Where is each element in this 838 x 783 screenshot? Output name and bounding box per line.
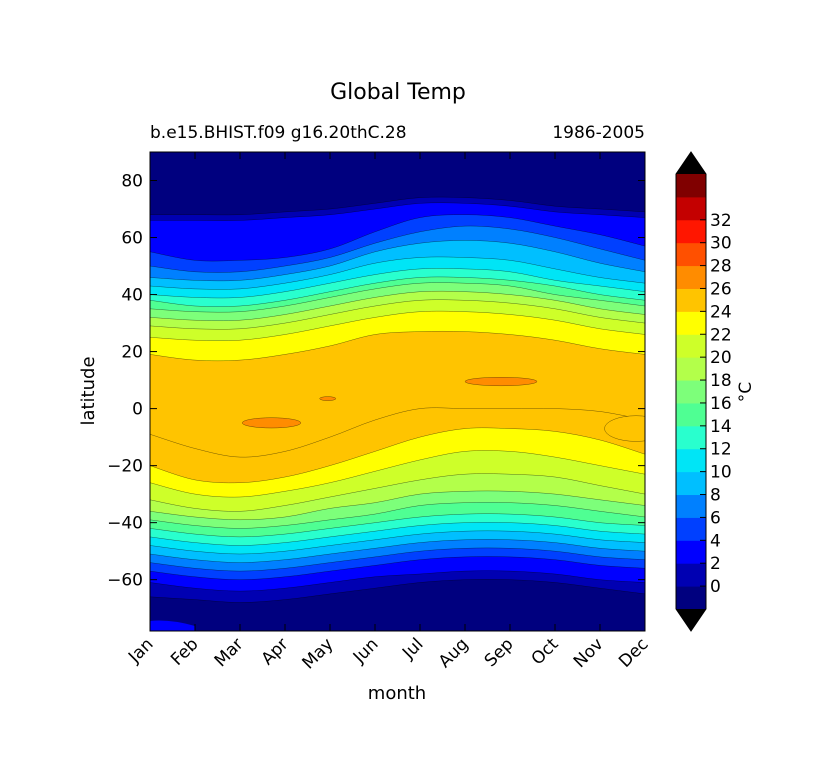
colorbar-tick-label: 14 (710, 417, 732, 437)
subtitle-years: 1986-2005 (552, 123, 645, 143)
x-tick-label: Oct (528, 634, 563, 669)
colorbar-band (676, 357, 706, 381)
contour-patch-4 (604, 415, 645, 442)
colorbar-band (676, 334, 706, 358)
chart-title: Global Temp (330, 80, 466, 105)
colorbar-label: °C (736, 382, 756, 402)
colorbar-band (676, 402, 706, 427)
colorbar-outline (675, 151, 707, 632)
colorbar-extend-under (676, 609, 706, 631)
x-axis-label: month (368, 683, 426, 704)
x-tick-label: Apr (258, 634, 293, 669)
colorbar-tick-label: 4 (710, 531, 721, 551)
colorbar-tick-label: 2 (710, 554, 721, 574)
colorbar-extend-over (676, 152, 706, 174)
contour-band-south--2 (150, 579, 645, 631)
colorbar-tick-label: 8 (710, 486, 721, 506)
colorbar-band (676, 471, 706, 496)
colorbar-tick-label: 32 (710, 211, 732, 231)
colorbar-band (676, 265, 706, 289)
y-axis-label: latitude (78, 356, 99, 425)
x-tick-label: Dec (615, 634, 652, 671)
colorbar-tick-label: 6 (710, 508, 721, 528)
y-tick-label: −60 (107, 571, 143, 591)
colorbar-tick-label: 16 (710, 394, 732, 414)
y-tick-label: 0 (132, 400, 143, 420)
colorbar-band (676, 540, 706, 564)
colorbar-band (676, 174, 706, 198)
contour-band-antarctic (150, 620, 195, 631)
y-tick-label: 80 (121, 172, 143, 192)
y-tick-label: 60 (121, 229, 143, 249)
colorbar-tick-label: 12 (710, 440, 732, 460)
colorbar-band (676, 517, 706, 541)
subtitle-case-name: b.e15.BHIST.f09 g16.20thC.28 (150, 123, 407, 143)
colorbar-tick-label: 24 (710, 302, 732, 322)
colorbar-tick-label: 22 (710, 325, 732, 345)
colorbar-tick-label: 20 (710, 348, 732, 368)
x-tick-label: May (299, 634, 338, 673)
x-tick-label: Jul (398, 634, 427, 663)
x-tick-label: Nov (570, 634, 608, 672)
colorbar-band (676, 586, 706, 610)
contour-plot-area (150, 152, 645, 631)
x-tick-label: Sep (481, 634, 518, 671)
x-tick-label: Jun (349, 634, 383, 668)
colorbar-tick-label: 10 (710, 463, 732, 483)
colorbar-band (676, 311, 706, 335)
contour-patch-1 (242, 417, 301, 429)
y-tick-label: −40 (107, 514, 143, 534)
colorbar-tick-label: 18 (710, 371, 732, 391)
colorbar-band (676, 242, 706, 267)
colorbar-band (676, 563, 706, 587)
colorbar-band (676, 380, 706, 404)
colorbar-tick-label: 28 (710, 257, 732, 277)
colorbar-band (676, 219, 706, 244)
colorbar-band (676, 196, 706, 221)
colorbar-band (676, 494, 706, 518)
colorbar-band (676, 288, 706, 312)
y-tick-label: −20 (107, 457, 143, 477)
colorbar-tick-label: 0 (710, 577, 721, 597)
x-tick-label: Mar (211, 634, 248, 671)
colorbar-band (676, 425, 706, 450)
plot-frame (149, 151, 646, 632)
x-tick-label: Jan (124, 634, 157, 667)
colorbar-band (676, 448, 706, 473)
colorbar-tick-label: 26 (710, 279, 732, 299)
colorbar-tick-label: 30 (710, 234, 732, 254)
y-tick-label: 20 (121, 343, 143, 363)
x-tick-label: Aug (435, 634, 473, 672)
y-tick-label: 40 (121, 286, 143, 306)
contour-patch-2 (464, 376, 538, 387)
contour-patch-3 (319, 396, 337, 401)
x-tick-label: Feb (167, 634, 202, 669)
